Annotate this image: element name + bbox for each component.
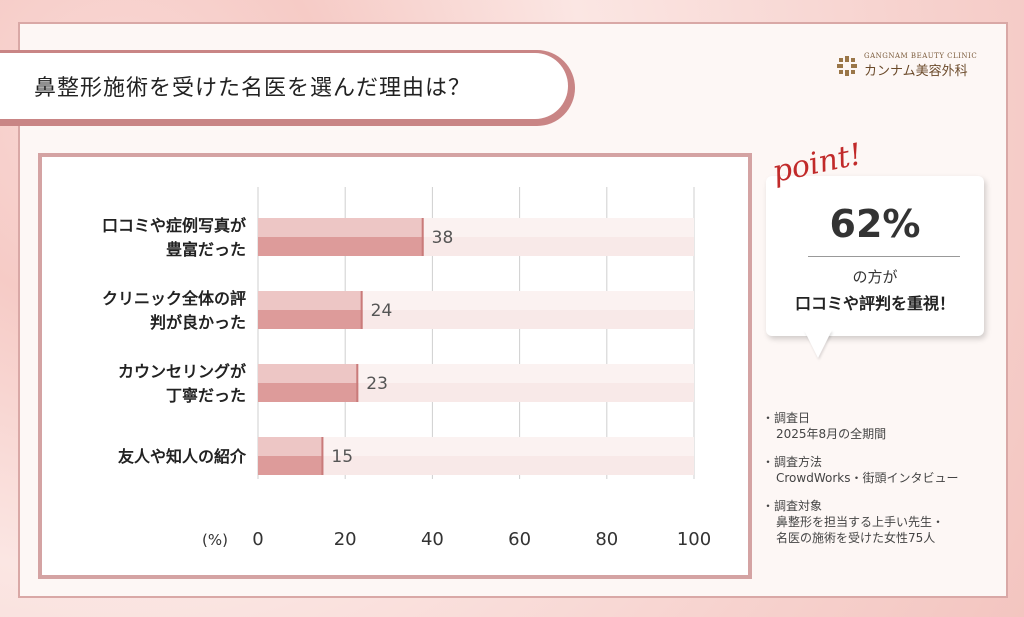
- bar-highlight: [258, 218, 424, 237]
- bar-track: [258, 383, 694, 402]
- bar-highlight: [258, 291, 363, 310]
- callout-percent: 62%: [829, 202, 921, 246]
- note-target: ・調査対象 鼻整形を担当する上手い先生・ 名医の施術を受けた女性75人: [762, 498, 1002, 546]
- bar: [258, 383, 359, 402]
- bar-track: [258, 456, 694, 475]
- note-heading: ・調査対象: [762, 499, 823, 513]
- survey-notes: ・調査日 2025年8月の全期間 ・調査方法 CrowdWorks・街頭インタビ…: [762, 410, 1002, 558]
- logo-mark-icon: [837, 55, 857, 76]
- note-heading: ・調査日: [762, 411, 811, 425]
- tick-label: 20: [334, 529, 357, 550]
- category-label: 友人や知人の紹介: [118, 447, 247, 466]
- tick-label: 60: [508, 529, 531, 550]
- category-label: 口コミや症例写真が: [102, 216, 246, 235]
- value-label: 15: [331, 447, 353, 467]
- category-label: 丁寧だった: [166, 386, 246, 405]
- callout-line-1: の方が: [852, 268, 898, 286]
- note-text: 2025年8月の全期間: [776, 427, 887, 441]
- bar: [258, 456, 324, 475]
- bar: [258, 237, 424, 256]
- bar-track: [258, 310, 694, 329]
- bar-highlight: [258, 364, 359, 383]
- category-label: カウンセリングが: [118, 362, 246, 381]
- tick-label: 80: [595, 529, 618, 550]
- category-label: クリニック全体の評: [102, 289, 246, 308]
- clinic-logo: GANGNAM BEAUTY CLINIC カンナム美容外科: [836, 52, 977, 79]
- bar: [258, 310, 363, 329]
- x-axis-label: (%): [202, 531, 228, 549]
- note-method: ・調査方法 CrowdWorks・街頭インタビュー: [762, 454, 1002, 486]
- page-title: 鼻整形施術を受けた名医を選んだ理由は？: [34, 76, 472, 101]
- bar-end: [321, 437, 324, 475]
- bar-track: [258, 364, 694, 383]
- callout-line-2: 口コミや評判を重視！: [794, 294, 955, 313]
- chart-panel: 38 口コミや症例写真が豊富だった 24 クリニック全体の評判が良かった 23 カウンセリ…: [38, 153, 752, 579]
- value-label: 38: [432, 228, 454, 248]
- bar-end: [356, 364, 359, 402]
- note-date: ・調査日 2025年8月の全期間: [762, 410, 1002, 442]
- value-label: 24: [371, 301, 393, 321]
- title-box: 鼻整形施術を受けた名医を選んだ理由は？: [0, 53, 568, 119]
- value-label: 23: [366, 374, 388, 394]
- note-text: CrowdWorks・街頭インタビュー: [776, 471, 959, 485]
- callout-tail: [804, 330, 832, 358]
- bar-highlight: [258, 437, 324, 456]
- logo-japanese: カンナム美容外科: [864, 64, 968, 79]
- category-label: 豊富だった: [166, 240, 246, 259]
- callout-divider: [808, 256, 960, 257]
- category-label: 判が良かった: [150, 313, 246, 332]
- tick-label: 100: [677, 529, 711, 550]
- tick-label: 0: [252, 529, 263, 550]
- logo-english: GANGNAM BEAUTY CLINIC: [864, 52, 978, 60]
- note-heading: ・調査方法: [762, 455, 823, 469]
- bar-track: [258, 437, 694, 456]
- note-text: 鼻整形を担当する上手い先生・ 名医の施術を受けた女性75人: [776, 515, 945, 545]
- bar-end: [421, 218, 424, 256]
- bar-track: [258, 291, 694, 310]
- tick-label: 40: [421, 529, 444, 550]
- bar-end: [360, 291, 363, 329]
